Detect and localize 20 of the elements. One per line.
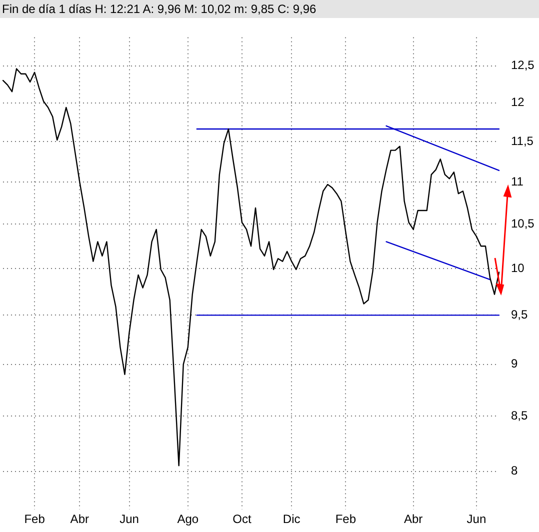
x-tick-label: Feb — [335, 512, 356, 526]
x-tick-label: Abr — [404, 512, 423, 526]
y-tick-label: 12,5 — [511, 58, 535, 72]
y-tick-label: 10 — [511, 260, 525, 275]
x-tick-label: Jun — [120, 512, 139, 526]
x-tick-label: Jun — [466, 512, 486, 526]
y-tick-label: 10,5 — [511, 216, 535, 231]
y-tick-label: 11,5 — [511, 134, 534, 148]
y-tick-label: 11 — [511, 174, 524, 188]
x-tick-label: Abr — [70, 512, 89, 526]
x-tick-label: Ago — [177, 512, 199, 526]
y-tick-label: 8,5 — [511, 408, 528, 423]
x-tick-label: Feb — [24, 512, 46, 526]
chart-title: Fin de día 1 días H: 12:21 A: 9,96 M: 10,02 m: 9,85 C: 9,96 — [0, 0, 539, 18]
x-tick-label: Oct — [232, 512, 252, 526]
y-tick-label: 9,5 — [511, 307, 528, 322]
x-tick-label: Dic — [282, 512, 300, 526]
y-tick-label: 12 — [511, 95, 525, 110]
y-tick-label: 9 — [511, 356, 518, 371]
y-tick-label: 8 — [511, 464, 518, 478]
